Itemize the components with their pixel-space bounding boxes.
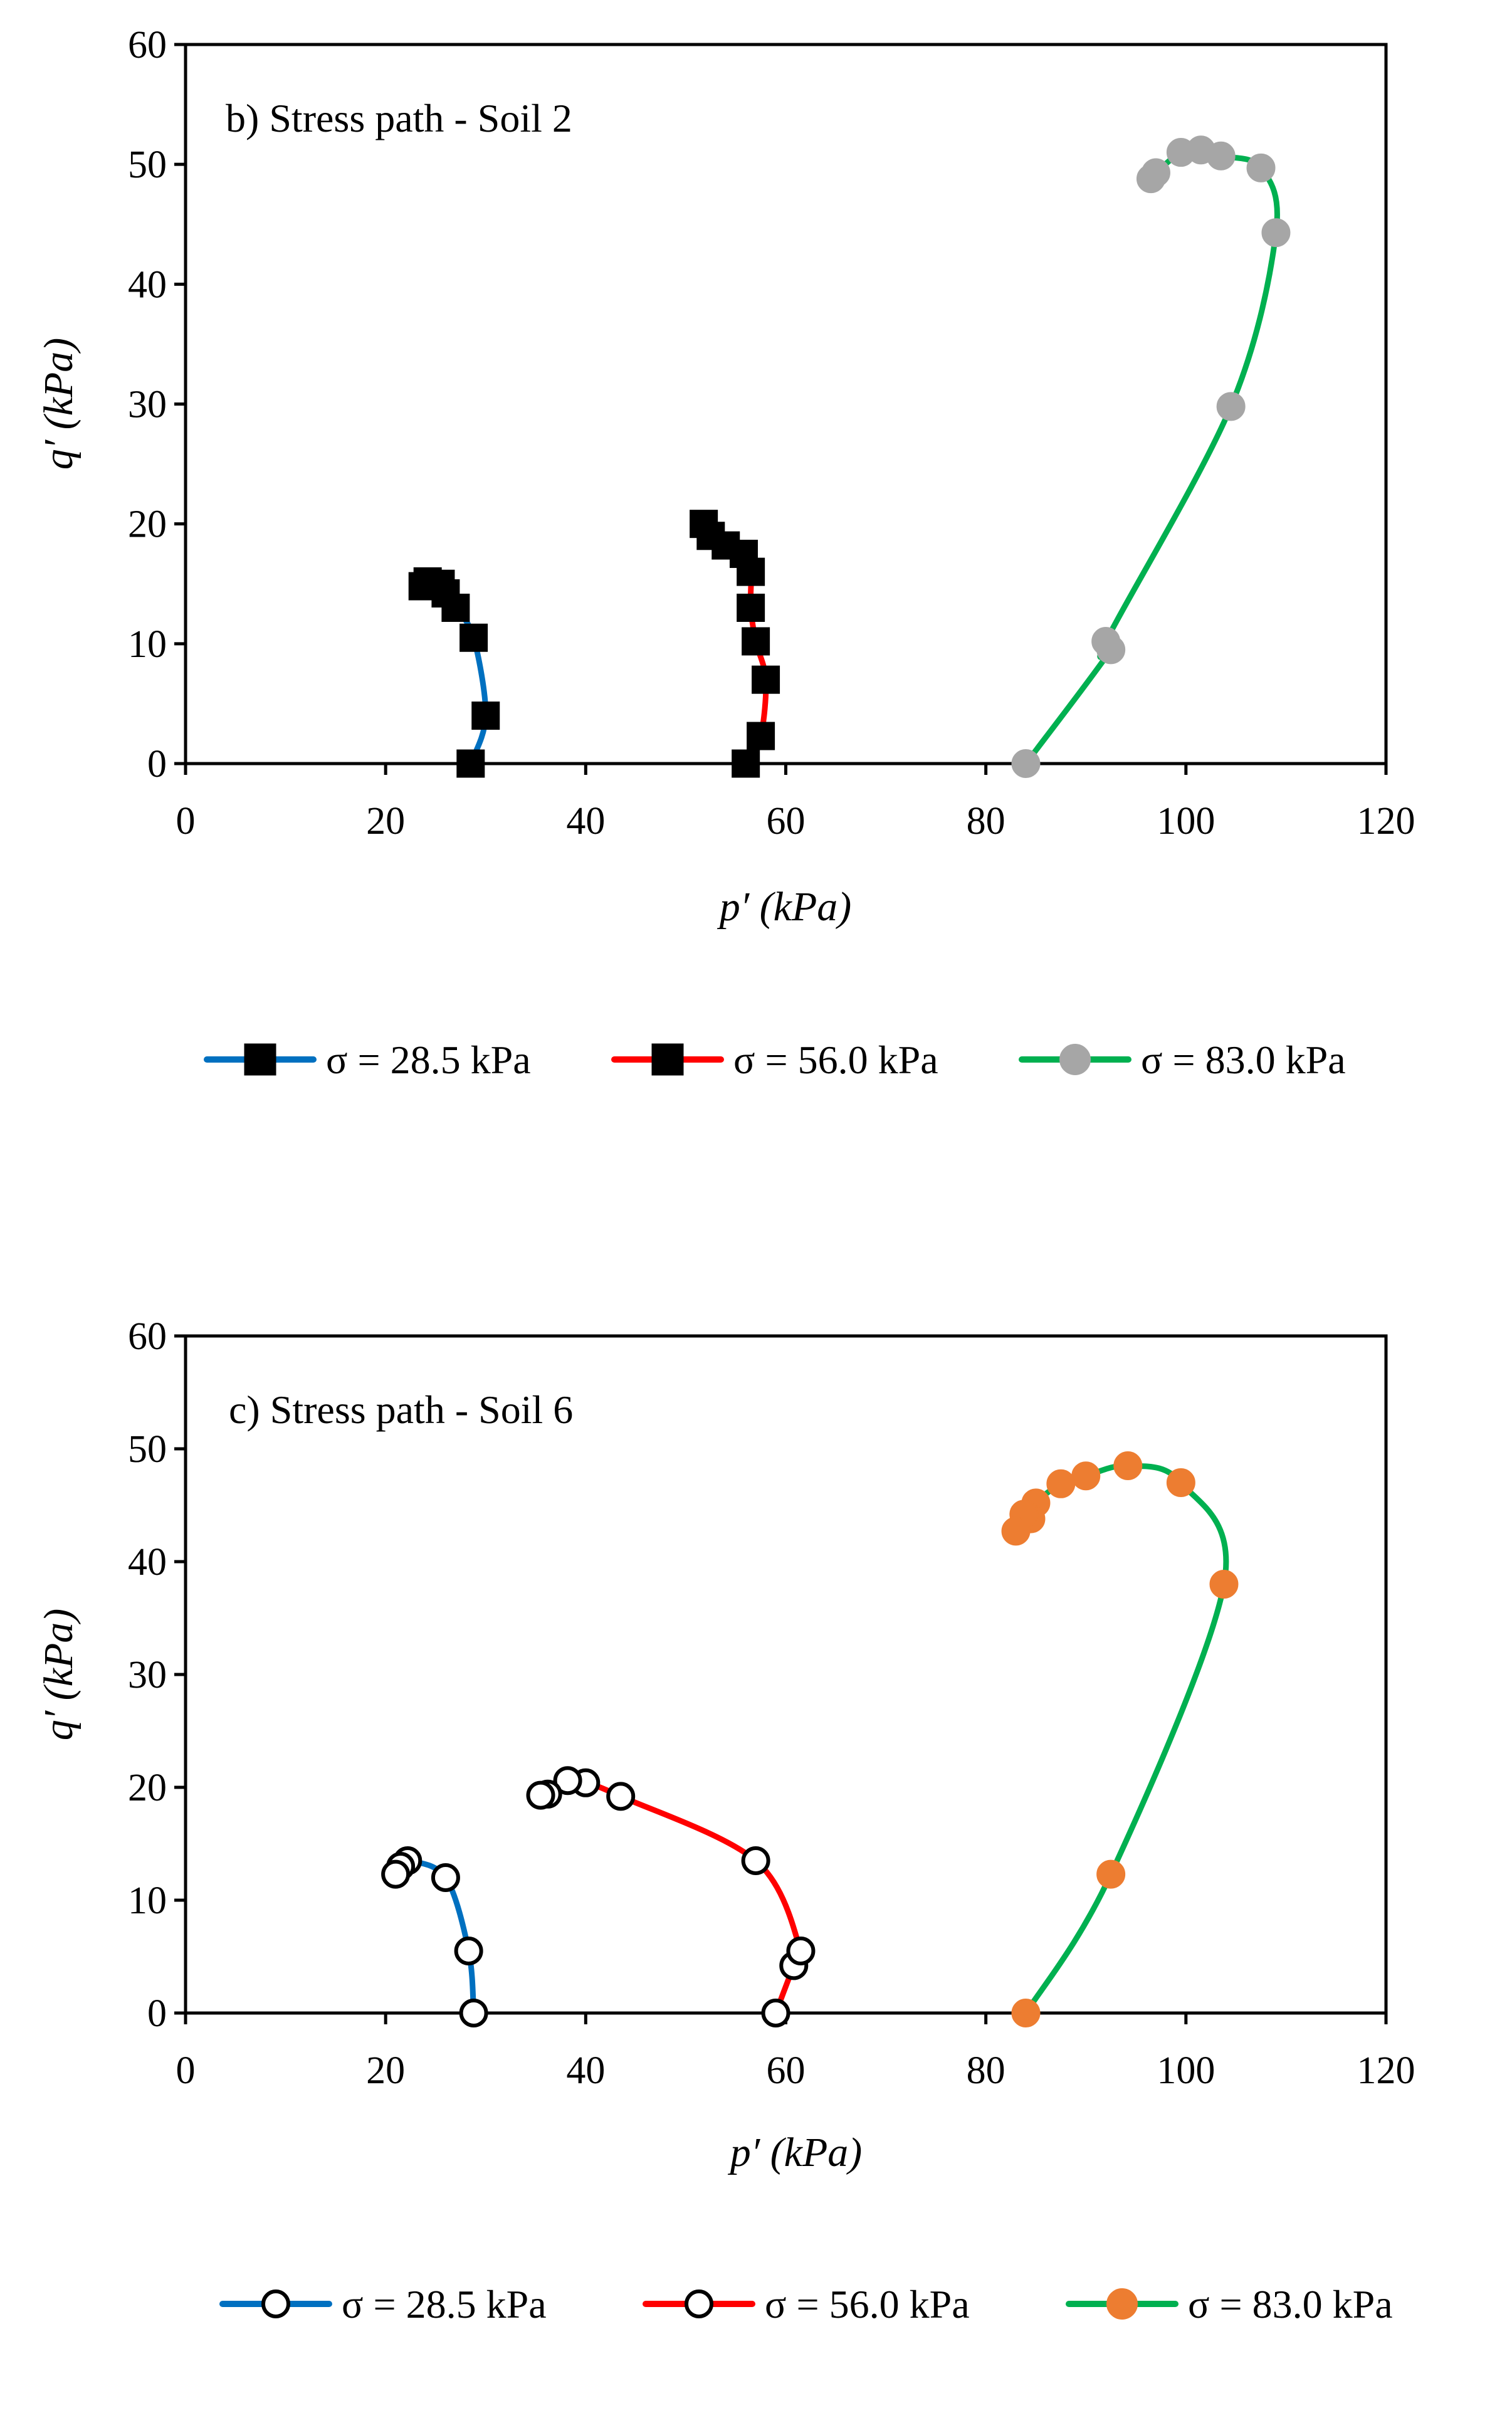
y-tick-label: 20 bbox=[128, 503, 167, 546]
data-point-s1-8 bbox=[408, 572, 437, 601]
y-axis-soil-6: 0 10 20 30 40 50 60 bbox=[128, 1315, 186, 2035]
x-tick-label: 120 bbox=[1357, 2049, 1415, 2092]
data-point-s1-1 bbox=[456, 749, 485, 778]
y-tick-label: 30 bbox=[128, 384, 167, 426]
y-tick-label: 10 bbox=[128, 623, 167, 666]
data-point-s2-4 bbox=[741, 1846, 770, 1875]
legend-label-3: σ = 83.0 kPa bbox=[1188, 2282, 1393, 2326]
data-point-s3-4 bbox=[1166, 1468, 1195, 1497]
x-tick-label: 40 bbox=[566, 800, 605, 843]
data-point-s2-5 bbox=[737, 593, 765, 622]
data-point-s2-3 bbox=[752, 665, 780, 694]
y-tick-label: 40 bbox=[128, 263, 167, 306]
series-group-soil-2 bbox=[408, 135, 1291, 778]
data-point-s3-6 bbox=[1246, 153, 1276, 182]
data-point-s1-1 bbox=[459, 1999, 488, 2027]
data-point-s3-9 bbox=[1166, 138, 1195, 167]
legend-marker-2 bbox=[651, 1043, 684, 1076]
x-tick-label: 0 bbox=[176, 2049, 196, 2092]
data-point-s3-11 bbox=[1001, 1517, 1031, 1546]
data-point-s2-1 bbox=[732, 749, 760, 778]
y-axis-title-soil-2: q′ (kPa) bbox=[36, 338, 81, 470]
x-tick-label: 100 bbox=[1157, 2049, 1215, 2092]
legend-marker-2 bbox=[685, 2289, 713, 2318]
legend-marker-1 bbox=[261, 2289, 290, 2318]
legend-label-1: σ = 28.5 kPa bbox=[326, 1038, 531, 1082]
data-point-s3-7 bbox=[1046, 1469, 1076, 1498]
data-point-s3-2 bbox=[1096, 1859, 1126, 1889]
y-tick-label: 20 bbox=[128, 1767, 167, 1809]
y-tick-label: 40 bbox=[128, 1541, 167, 1584]
data-point-s3-3 bbox=[1091, 627, 1121, 656]
panel-soil-6: c) Stress path - Soil 6 0 10 20 30 40 50 60 0 2… bbox=[36, 1315, 1415, 2326]
x-tick-label: 120 bbox=[1357, 800, 1415, 843]
x-tick-label: 80 bbox=[967, 2049, 1005, 2092]
series-line-3-soil-2 bbox=[1023, 146, 1280, 767]
x-tick-label: 0 bbox=[176, 800, 196, 843]
legend-label-2: σ = 56.0 kPa bbox=[733, 1038, 938, 1082]
chart-title-soil-2: b) Stress path - Soil 2 bbox=[226, 96, 572, 140]
data-point-s3-5 bbox=[1113, 1451, 1143, 1480]
x-tick-label: 40 bbox=[566, 2049, 605, 2092]
legend-soil-2: σ = 28.5 kPa σ = 56.0 kPa σ = 83.0 kPa bbox=[204, 1038, 1346, 1082]
data-point-s1-6 bbox=[381, 1859, 411, 1889]
data-point-s1-3 bbox=[431, 1863, 460, 1892]
y-tick-label: 30 bbox=[128, 1654, 167, 1696]
legend-label-1: σ = 28.5 kPa bbox=[342, 2282, 547, 2326]
data-point-s2-7 bbox=[553, 1766, 582, 1795]
legend-marker-1 bbox=[244, 1043, 276, 1076]
chart-title-soil-6: c) Stress path - Soil 6 bbox=[229, 1387, 573, 1432]
data-point-s3-11 bbox=[1136, 164, 1165, 194]
data-point-s2-3 bbox=[786, 1937, 816, 1965]
series-line-2-soil-6 bbox=[538, 1777, 806, 2016]
legend-soil-6: σ = 28.5 kPa σ = 56.0 kPa σ = 83.0 kPa bbox=[219, 2282, 1393, 2326]
data-point-s1-2 bbox=[454, 1937, 483, 1965]
legend-label-3: σ = 83.0 kPa bbox=[1141, 1038, 1346, 1082]
x-axis-title-soil-6: p′ (kPa) bbox=[728, 2130, 863, 2175]
data-point-s2-4 bbox=[742, 627, 770, 656]
legend-label-2: σ = 56.0 kPa bbox=[765, 2282, 970, 2326]
data-point-s2-1 bbox=[761, 1999, 790, 2027]
y-tick-label: 0 bbox=[147, 1992, 167, 2035]
data-point-s2-2 bbox=[747, 722, 775, 750]
x-axis-soil-6: 0 20 40 60 80 100 120 bbox=[176, 2013, 1415, 2092]
data-point-s3-1 bbox=[1011, 749, 1041, 778]
y-axis-title-soil-6: q′ (kPa) bbox=[36, 1609, 81, 1741]
x-tick-label: 20 bbox=[366, 800, 405, 843]
series-group-soil-6 bbox=[381, 1451, 1239, 2027]
data-point-s3-6 bbox=[1071, 1461, 1101, 1491]
x-tick-label: 60 bbox=[767, 2049, 806, 2092]
legend-marker-3 bbox=[1106, 2288, 1138, 2320]
x-tick-label: 60 bbox=[767, 800, 806, 843]
legend-marker-3 bbox=[1059, 1044, 1091, 1075]
data-point-s3-3 bbox=[1209, 1570, 1239, 1599]
x-axis-soil-2: 0 20 40 60 80 100 120 bbox=[176, 764, 1415, 843]
data-point-s2-10 bbox=[690, 510, 718, 539]
data-point-s3-4 bbox=[1216, 392, 1246, 421]
y-tick-label: 0 bbox=[147, 743, 167, 786]
data-point-s1-2 bbox=[471, 702, 500, 730]
panel-soil-2: b) Stress path - Soil 2 0 10 20 30 40 50 60 0 2… bbox=[36, 24, 1415, 1082]
data-point-s1-3 bbox=[459, 623, 488, 652]
x-axis-title-soil-2: p′ (kPa) bbox=[717, 884, 852, 930]
data-point-s3-1 bbox=[1011, 1999, 1041, 2027]
data-point-s3-5 bbox=[1261, 218, 1291, 248]
x-tick-label: 80 bbox=[967, 800, 1005, 843]
y-tick-label: 10 bbox=[128, 1879, 167, 1922]
x-tick-label: 20 bbox=[366, 2049, 405, 2092]
series-line-3-soil-6 bbox=[1013, 1463, 1229, 2016]
y-tick-label: 50 bbox=[128, 1428, 167, 1471]
x-tick-label: 100 bbox=[1157, 800, 1215, 843]
data-point-s2-5 bbox=[606, 1782, 636, 1811]
y-tick-label: 60 bbox=[128, 24, 167, 66]
data-point-s2-9 bbox=[526, 1780, 555, 1810]
y-tick-label: 60 bbox=[128, 1315, 167, 1358]
y-tick-label: 50 bbox=[128, 144, 167, 186]
y-axis-soil-2: 0 10 20 30 40 50 60 bbox=[128, 24, 186, 786]
